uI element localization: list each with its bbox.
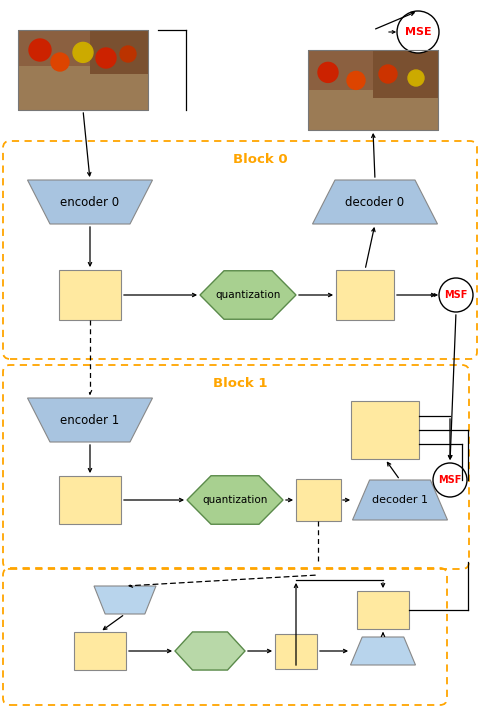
Circle shape (29, 39, 51, 61)
Text: quantization: quantization (202, 495, 268, 505)
Text: Block 1: Block 1 (213, 377, 267, 390)
Bar (18, 30, 148, 110)
Bar (308, 50, 438, 130)
Bar (373, 50, 438, 98)
Bar (296, 479, 340, 521)
Polygon shape (94, 586, 156, 614)
Text: decoder 0: decoder 0 (345, 196, 405, 208)
Polygon shape (351, 637, 416, 665)
Text: encoder 1: encoder 1 (61, 414, 120, 426)
Circle shape (439, 278, 473, 312)
Bar (74, 632, 126, 670)
Bar (357, 591, 409, 629)
Circle shape (96, 48, 116, 68)
Bar (89, 30, 148, 74)
Bar (351, 401, 419, 459)
Bar (336, 270, 394, 320)
Bar (308, 50, 373, 90)
Text: quantization: quantization (215, 290, 281, 300)
Circle shape (73, 42, 93, 62)
Polygon shape (187, 476, 283, 525)
Text: MSE: MSE (405, 27, 432, 37)
Text: encoder 0: encoder 0 (61, 196, 120, 208)
Circle shape (318, 62, 338, 83)
Circle shape (120, 46, 136, 62)
Polygon shape (27, 398, 152, 442)
Text: MSF: MSF (438, 475, 462, 485)
Circle shape (51, 53, 69, 71)
Text: Block 0: Block 0 (233, 153, 287, 166)
Text: MSF: MSF (444, 290, 468, 300)
Circle shape (433, 463, 467, 497)
Bar (18, 30, 89, 66)
Bar (59, 270, 121, 320)
Bar (59, 476, 121, 524)
Circle shape (397, 11, 439, 53)
Polygon shape (27, 180, 152, 224)
Polygon shape (175, 632, 245, 670)
Bar (18, 30, 148, 110)
Bar (275, 633, 317, 669)
Bar (308, 50, 438, 130)
Text: decoder 1: decoder 1 (372, 495, 428, 505)
Polygon shape (200, 271, 296, 319)
Polygon shape (312, 180, 437, 224)
Circle shape (408, 70, 424, 86)
Polygon shape (353, 480, 447, 520)
Circle shape (347, 71, 365, 90)
Circle shape (379, 65, 397, 83)
